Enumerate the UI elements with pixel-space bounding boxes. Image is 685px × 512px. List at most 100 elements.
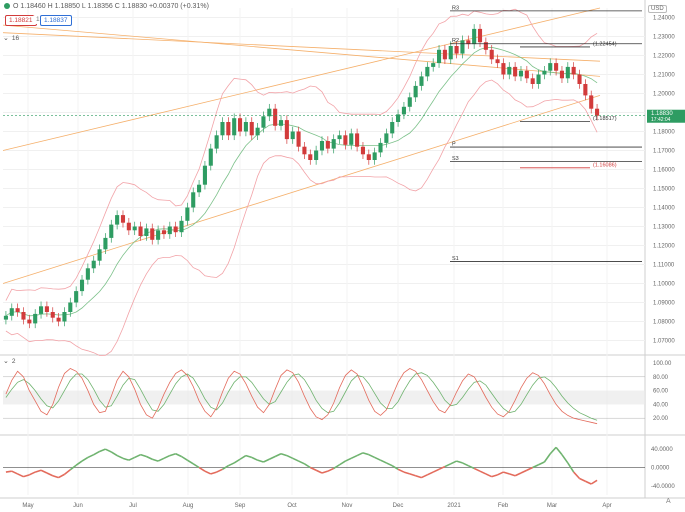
momentum-segment <box>204 470 212 475</box>
momentum-segment <box>52 474 59 479</box>
momentum-segment <box>333 464 340 470</box>
momentum-segment <box>210 471 217 475</box>
candle-body <box>477 28 483 43</box>
candle-body <box>21 312 26 320</box>
momentum-segment <box>198 466 206 472</box>
momentum-segment <box>40 469 48 474</box>
momentum-segment <box>473 467 481 472</box>
momentum-segment <box>75 460 83 466</box>
candle-body <box>278 120 284 126</box>
momentum-segment <box>105 448 112 453</box>
momentum-segment <box>233 458 241 464</box>
momentum-segment <box>403 471 411 475</box>
momentum-segment <box>87 453 95 459</box>
candle-body <box>390 122 395 134</box>
momentum-segment <box>5 470 12 473</box>
candle-body <box>132 226 137 231</box>
momentum-segment <box>573 471 581 480</box>
momentum-segment <box>380 459 387 464</box>
candle-body <box>554 63 559 71</box>
currency-badge[interactable]: USD <box>648 5 667 13</box>
momentum-segment <box>304 463 311 469</box>
candle-body <box>396 114 401 122</box>
momentum-segment <box>549 446 557 455</box>
channel-line <box>2 32 601 62</box>
time-tick-label: Dec <box>393 503 404 509</box>
candle-body <box>589 95 594 109</box>
chevron-down-icon: ⌄ <box>3 35 9 42</box>
candle-body <box>27 319 32 324</box>
momentum-segment <box>315 469 323 474</box>
price-tick-label: 1.20000 <box>653 92 675 98</box>
candle-body <box>138 226 143 236</box>
momentum-segment <box>128 456 136 461</box>
momentum-segment <box>585 480 592 485</box>
indicator-toggle-osc[interactable]: ⌄ 2 <box>3 357 16 365</box>
candle-body <box>15 308 20 312</box>
candle-body <box>308 154 313 160</box>
candle-body <box>202 165 207 185</box>
candle-body <box>185 207 190 221</box>
pivot-level-label: S1 <box>452 256 459 262</box>
time-tick-label: Feb <box>498 503 509 509</box>
candle-body <box>325 141 330 149</box>
candle-body <box>583 84 588 96</box>
momentum-segment <box>356 452 364 457</box>
candle-body <box>103 237 108 250</box>
momentum-segment <box>538 461 545 466</box>
time-tick-label: May <box>22 503 33 509</box>
candle-body <box>220 122 225 136</box>
stoch-tick-label: 100.00 <box>653 361 672 367</box>
price-tick-label: 1.11000 <box>653 263 675 269</box>
momentum-segment <box>456 460 463 464</box>
candle-body <box>191 192 196 208</box>
candle-body <box>413 85 418 98</box>
pivot-level-label: R2 <box>452 38 459 44</box>
auto-scale-button[interactable]: A <box>666 498 671 505</box>
momentum-segment <box>321 470 329 474</box>
momentum-segment <box>509 473 516 477</box>
candle-body <box>501 63 506 75</box>
momentum-segment <box>23 474 30 478</box>
momentum-segment <box>157 457 165 462</box>
stoch-k-line <box>5 368 598 425</box>
momentum-segment <box>263 458 270 463</box>
momentum-segment <box>409 473 416 477</box>
candle-body <box>337 135 342 140</box>
buy-price-button[interactable]: 1.18837 <box>40 15 72 26</box>
momentum-segment <box>175 453 182 458</box>
indicator-toggle-main[interactable]: ⌄ 16 <box>3 34 19 42</box>
candle-body <box>38 306 44 314</box>
candle-body <box>507 66 512 75</box>
momentum-segment <box>520 469 528 474</box>
candle-body <box>74 291 79 303</box>
price-tick-label: 1.13000 <box>653 225 675 231</box>
candle-body <box>454 46 459 54</box>
momentum-segment <box>309 466 317 471</box>
momentum-segment <box>69 464 77 471</box>
momentum-segment <box>526 466 534 471</box>
candle-body <box>50 312 55 318</box>
candle-body <box>296 131 301 147</box>
candle-body <box>530 78 535 84</box>
stoch-d-line <box>5 372 598 421</box>
candle-body <box>126 222 131 231</box>
price-tick-label: 1.08000 <box>653 320 675 326</box>
momentum-segment <box>497 471 504 476</box>
price-tick-label: 1.21000 <box>653 73 675 79</box>
momentum-segment <box>432 468 440 473</box>
stoch-tick-label: 40.00 <box>653 402 669 408</box>
momentum-segment <box>274 453 282 458</box>
momentum-segment <box>17 473 24 478</box>
candle-body <box>466 40 471 45</box>
candle-body <box>85 268 90 280</box>
sell-price-button[interactable]: 1.18821 <box>5 15 37 26</box>
candle-body <box>595 108 600 116</box>
candle-body <box>120 215 126 223</box>
momentum-segment <box>397 468 405 473</box>
channel-line <box>2 24 601 77</box>
candle-body <box>431 63 436 67</box>
candle-body <box>226 122 231 136</box>
